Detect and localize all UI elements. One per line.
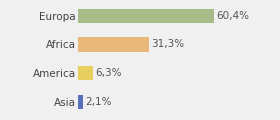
Bar [78, 37, 148, 52]
Text: 2,1%: 2,1% [85, 97, 112, 107]
Text: 60,4%: 60,4% [216, 11, 249, 21]
Bar [78, 95, 83, 109]
Bar [78, 66, 92, 80]
Bar [78, 9, 214, 23]
Text: 6,3%: 6,3% [95, 68, 121, 78]
Text: 31,3%: 31,3% [151, 39, 184, 49]
